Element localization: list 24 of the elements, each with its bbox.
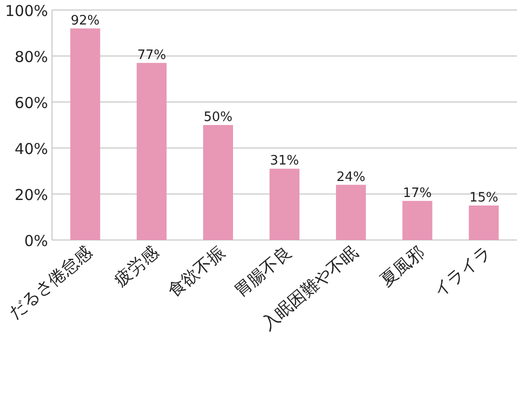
bar <box>468 206 499 240</box>
y-tick-label: 80% <box>14 48 48 66</box>
y-tick-label: 20% <box>14 186 48 204</box>
bar <box>270 168 300 240</box>
data-label: 50% <box>204 110 233 125</box>
data-label: 31% <box>270 154 299 169</box>
data-label: 24% <box>336 170 366 185</box>
x-tick-label: 夏風邪 <box>376 242 429 291</box>
x-tick-label: 食欲不振 <box>164 242 230 302</box>
x-tick-label: 疲労感 <box>110 242 163 291</box>
bar <box>336 184 366 240</box>
data-label: 77% <box>137 48 166 63</box>
bar <box>136 62 167 240</box>
y-tick-label: 0% <box>24 232 48 250</box>
y-tick-label: 100% <box>5 2 48 20</box>
data-label: 92% <box>70 13 100 28</box>
data-label: 15% <box>469 190 498 206</box>
bar <box>402 200 432 240</box>
data-label: 17% <box>402 186 432 201</box>
y-tick-label: 40% <box>14 140 48 158</box>
y-tick-label: 60% <box>14 94 48 112</box>
bar <box>203 125 234 240</box>
bar <box>70 28 100 240</box>
x-tick-label: イライラ <box>430 242 495 302</box>
